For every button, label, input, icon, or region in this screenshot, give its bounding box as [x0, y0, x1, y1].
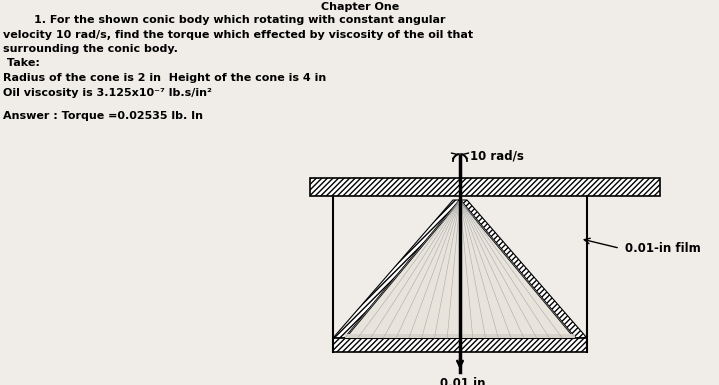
Text: Chapter One: Chapter One: [321, 2, 399, 12]
Text: Take:: Take:: [3, 59, 40, 69]
Text: 0.01 in: 0.01 in: [440, 377, 486, 385]
Text: 0.01-in film: 0.01-in film: [625, 242, 701, 255]
Polygon shape: [345, 200, 575, 338]
Polygon shape: [345, 334, 575, 338]
Polygon shape: [333, 200, 460, 338]
Text: Radius of the cone is 2 in  Height of the cone is 4 in: Radius of the cone is 2 in Height of the…: [3, 73, 326, 83]
Text: surrounding the conic body.: surrounding the conic body.: [3, 44, 178, 54]
Text: 10 rad/s: 10 rad/s: [470, 149, 524, 162]
Text: Oil viscosity is 3.125x10⁻⁷ lb.s/in²: Oil viscosity is 3.125x10⁻⁷ lb.s/in²: [3, 87, 212, 97]
Text: velocity 10 rad/s, find the torque which effected by viscosity of the oil that: velocity 10 rad/s, find the torque which…: [3, 30, 473, 40]
Text: Answer : Torque =0.02535 lb. In: Answer : Torque =0.02535 lb. In: [3, 111, 203, 121]
Polygon shape: [460, 200, 587, 338]
Polygon shape: [333, 338, 587, 352]
Polygon shape: [310, 178, 660, 196]
Text: 1. For the shown conic body which rotating with constant angular: 1. For the shown conic body which rotati…: [3, 15, 446, 25]
